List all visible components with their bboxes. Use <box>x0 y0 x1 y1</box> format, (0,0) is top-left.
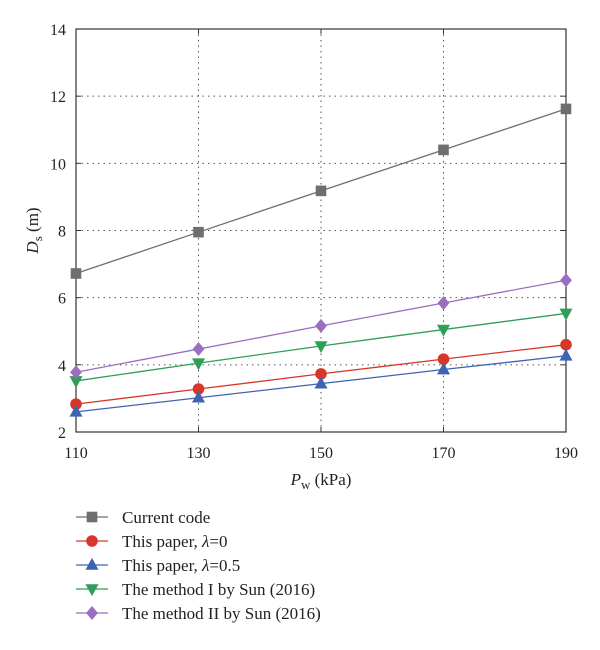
data-point <box>560 338 572 351</box>
y-tick-label: 4 <box>58 358 66 375</box>
series-1 <box>70 103 572 279</box>
legend-marker <box>85 557 99 570</box>
legend-label: This paper, λ=0 <box>122 532 228 551</box>
legend-label: Current code <box>122 508 210 527</box>
legend-item: Current code <box>76 508 210 527</box>
legend-marker <box>86 535 98 547</box>
series-5 <box>70 273 572 380</box>
legend-item: This paper, λ=0 <box>76 532 228 551</box>
data-point <box>191 358 206 371</box>
y-tick-label: 12 <box>50 89 66 106</box>
y-axis-label-sub: s <box>30 236 45 241</box>
y-axis-label: Ds (m) <box>23 207 45 254</box>
data-point <box>438 144 449 156</box>
legend-item: The method II by Sun (2016) <box>76 604 321 623</box>
legend-label: The method I by Sun (2016) <box>122 580 315 599</box>
data-point <box>315 185 327 197</box>
x-axis-label-main: P <box>290 470 301 489</box>
x-tick-label: 170 <box>432 445 456 462</box>
legend-label: The method II by Sun (2016) <box>122 604 321 623</box>
legend: Current code This paper, λ=0 This paper, λ… <box>76 508 321 623</box>
x-axis-label: Pw (kPa) <box>290 470 352 492</box>
data-point <box>314 376 328 389</box>
x-axis-label-sub: w <box>301 477 311 492</box>
legend-marker <box>86 511 98 523</box>
data-point <box>192 342 205 357</box>
y-tick-label: 2 <box>58 425 66 442</box>
data-point <box>314 341 328 354</box>
series-3 <box>69 348 573 417</box>
legend-item: This paper, λ=0.5 <box>76 556 240 575</box>
series-group <box>69 103 573 417</box>
data-point <box>193 226 204 238</box>
data-point <box>560 273 572 288</box>
data-point <box>436 362 451 375</box>
data-point <box>437 296 450 311</box>
data-point <box>436 324 451 337</box>
data-point <box>560 103 572 115</box>
y-tick-label: 6 <box>58 291 66 308</box>
legend-item: The method I by Sun (2016) <box>76 580 315 599</box>
data-point <box>315 318 327 333</box>
x-tick-label: 150 <box>309 445 333 462</box>
y-axis-label-unit: (m) <box>23 207 42 236</box>
y-axis-label-group: Ds (m) <box>23 207 45 254</box>
x-tick-label: 190 <box>554 445 578 462</box>
data-point <box>559 308 573 321</box>
data-point <box>69 404 83 417</box>
series-2 <box>70 338 572 410</box>
data-point <box>559 348 573 361</box>
y-tick-label: 14 <box>50 22 66 39</box>
y-tick-label: 10 <box>50 156 66 173</box>
data-point <box>191 390 206 403</box>
x-axis-label-unit: (kPa) <box>310 470 351 489</box>
legend-marker <box>85 584 99 597</box>
y-tick-label: 8 <box>58 224 66 241</box>
series-4 <box>69 308 573 389</box>
legend-label: This paper, λ=0.5 <box>122 556 240 575</box>
data-point <box>70 268 82 279</box>
axis-ticks: 110 130 150 170 190 2 4 6 8 10 12 14 <box>50 22 578 462</box>
x-tick-label: 110 <box>64 445 87 462</box>
legend-marker <box>86 606 98 620</box>
x-tick-label: 130 <box>187 445 211 462</box>
y-axis-label-main: D <box>23 241 42 255</box>
data-point <box>70 365 82 380</box>
